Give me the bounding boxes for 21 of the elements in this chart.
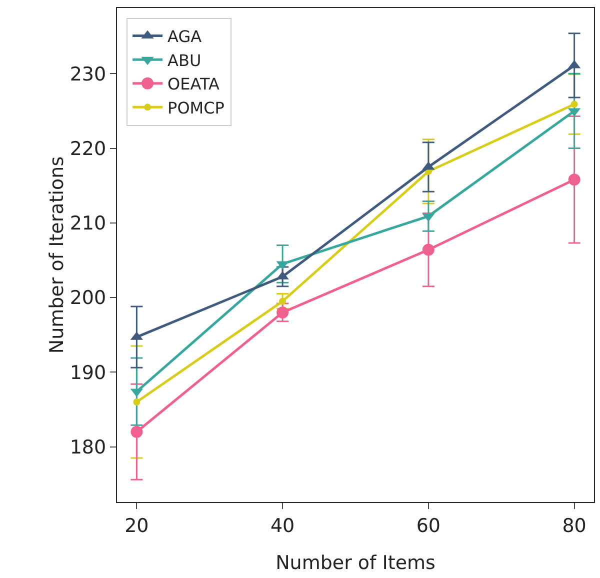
point: [133, 398, 140, 406]
y-tick-label: 220: [70, 138, 106, 160]
x-tick-label: 20: [124, 514, 149, 537]
point: [422, 244, 434, 256]
y-tick-label: 210: [70, 212, 106, 235]
legend-label: ABU: [168, 50, 202, 70]
x-axis-title: Number of Items: [276, 552, 436, 574]
y-tick-label: 190: [70, 362, 106, 384]
point: [130, 426, 143, 438]
x-tick-label: 60: [416, 514, 441, 537]
point: [568, 174, 580, 186]
y-tick-label: 180: [70, 436, 106, 458]
legend-label: POMCP: [168, 98, 225, 118]
y-axis-title: Number of Iterations: [46, 156, 68, 354]
y-tick-label: 230: [70, 63, 106, 86]
x-tick-label: 80: [562, 514, 586, 537]
legend-label: AGA: [168, 27, 202, 46]
y-tick-label: 200: [70, 287, 106, 310]
legend-label: OEATA: [168, 74, 220, 94]
x-tick-label: 40: [270, 514, 295, 537]
point: [570, 100, 578, 108]
